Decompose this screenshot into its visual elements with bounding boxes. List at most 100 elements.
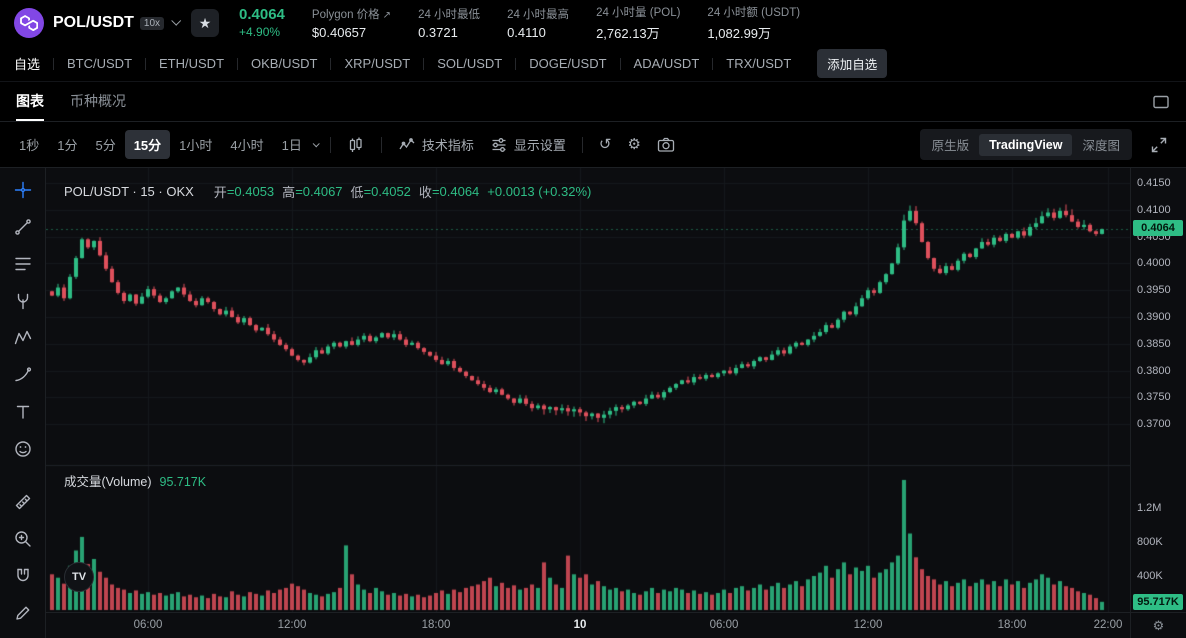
time-axis-label: 12:00 — [853, 619, 883, 631]
price-box: 0.4064 +4.90% — [239, 6, 285, 39]
replay-icon: ↺ — [598, 136, 612, 153]
fib-retracement-icon[interactable] — [13, 254, 33, 274]
volume-label: 成交量(Volume) — [64, 475, 152, 489]
trend-line-icon[interactable] — [13, 217, 33, 237]
mode-深度图[interactable]: 深度图 — [1082, 139, 1120, 153]
candlestick-canvas[interactable] — [46, 168, 1130, 612]
watchlist-pair-doge[interactable]: DOGE/USDT — [529, 56, 607, 71]
watchlist-divider — [423, 57, 425, 70]
watchlist-pair-okb[interactable]: OKB/USDT — [251, 56, 318, 71]
axis-settings-button[interactable]: ⚙ — [1130, 612, 1186, 638]
stat-value: 1,082.99万 — [707, 26, 772, 41]
watchlist-pair-btc[interactable]: BTC/USDT — [67, 56, 133, 71]
interval-button-4小时[interactable]: 4小时 — [230, 138, 264, 153]
chart-settings-button[interactable]: ⚙ — [619, 132, 648, 157]
stat-label: Polygon 价格 ↗ — [311, 9, 392, 21]
interval-group: 1秒 1分 5分 15分 1小时 4小时 1日 — [10, 130, 311, 159]
legend-open-value: =0.4053 — [226, 184, 275, 199]
watchlist-pair-xrp[interactable]: XRP/USDT — [344, 56, 411, 71]
stat-value: $0.40657 — [311, 25, 367, 40]
chart-plot[interactable]: POL/USDT · 15 · OKX 开 =0.4053 高 =0.4067 低 =… — [46, 168, 1130, 612]
mode-tradingview[interactable]: TradingView — [979, 133, 1073, 156]
watchlist-divider — [53, 57, 55, 70]
interval-button-1分[interactable]: 1分 — [57, 138, 78, 153]
interval-button-1小时[interactable]: 1小时 — [179, 138, 213, 153]
crosshair-icon[interactable] — [13, 180, 33, 200]
fullscreen-button[interactable] — [1142, 131, 1176, 159]
interval-button-1秒[interactable]: 1秒 — [19, 138, 40, 153]
interval-button-5分[interactable]: 5分 — [95, 138, 116, 153]
replay-button[interactable]: ↺ — [591, 132, 620, 157]
price-axis-label: 0.3750 — [1137, 391, 1171, 404]
watchlist-divider — [515, 57, 517, 70]
watchlist-pair-eth[interactable]: ETH/USDT — [159, 56, 225, 71]
watchlist-divider — [330, 57, 332, 70]
edit-pencil-icon[interactable] — [13, 603, 33, 623]
layout-icon[interactable] — [1152, 82, 1170, 121]
magnet-icon[interactable] — [13, 566, 33, 586]
legend-low-label: 低 — [350, 185, 364, 200]
watchlist-pair-ada[interactable]: ADA/USDT — [633, 56, 700, 71]
favorite-star-button[interactable]: ★ — [191, 9, 220, 37]
watchlist-pair-sol[interactable]: SOL/USDT — [437, 56, 503, 71]
volume-axis-label: 1.2M — [1137, 502, 1162, 514]
interval-more-chevron-icon[interactable] — [312, 140, 320, 148]
display-settings-button[interactable]: 显示设置 — [482, 130, 574, 159]
header-stats: Polygon 价格 ↗ $0.40657 24 小时最低 0.3721 24 小时最高 0… — [285, 4, 800, 42]
watchlist-divider — [237, 57, 239, 70]
header-stat: 24 小时最低 0.3721 — [418, 6, 480, 40]
interval-button-15分[interactable]: 15分 — [124, 130, 171, 159]
time-axis[interactable]: 06:00 12:00 18:00 10 06:00 12:00 18:00 22:00 — [46, 612, 1130, 638]
pitchfork-icon[interactable] — [13, 291, 33, 311]
last-volume-badge: 95.717K — [1133, 594, 1183, 610]
tradingview-watermark[interactable]: TV — [64, 562, 94, 592]
tab-coin-overview[interactable]: 币种概况 — [70, 92, 126, 109]
volume-axis-label: 800K — [1137, 536, 1163, 548]
volume-value: 95.717K — [159, 475, 207, 489]
price-axis-label: 0.3900 — [1137, 311, 1171, 324]
indicators-button[interactable]: 技术指标 — [390, 130, 482, 159]
text-icon[interactable] — [13, 402, 33, 422]
chevron-down-icon[interactable] — [171, 15, 182, 26]
chart-region: POL/USDT · 15 · OKX 开 =0.4053 高 =0.4067 低 =… — [0, 168, 1186, 638]
ruler-icon[interactable] — [13, 492, 33, 512]
indicators-label: 技术指标 — [421, 138, 474, 153]
price-axis-label: 0.4100 — [1137, 203, 1171, 216]
time-axis-label: 06:00 — [133, 619, 163, 631]
drawing-toolbar — [0, 168, 46, 638]
legend-low-value: =0.4052 — [363, 184, 411, 199]
watchlist-divider — [145, 57, 147, 70]
zoom-in-icon[interactable] — [13, 529, 33, 549]
price-axis[interactable]: 0.4150 0.4100 0.4050 0.4000 0.3950 0.3900 0.38… — [1130, 168, 1186, 612]
price-axis-label: 0.3700 — [1137, 418, 1171, 431]
stat-value: 0.3721 — [418, 25, 458, 40]
candlestick-icon — [349, 137, 362, 152]
xabcd-pattern-icon[interactable] — [13, 328, 33, 348]
price-axis-label: 0.3850 — [1137, 337, 1171, 350]
legend-open-label: 开 — [213, 185, 227, 200]
mode-原生版[interactable]: 原生版 — [931, 139, 970, 153]
add-watchlist-button[interactable]: 添加自选 — [817, 49, 888, 78]
watchlist-tab-favorites[interactable]: 自选 — [14, 57, 41, 72]
volume-axis-label: 400K — [1137, 570, 1163, 582]
brush-icon[interactable] — [13, 365, 33, 385]
tab-chart[interactable]: 图表 — [16, 82, 44, 121]
legend-high-value: =0.4067 — [295, 184, 343, 199]
tradingview-logo-icon: TV — [71, 571, 87, 583]
stat-label: 24 小时最低 — [418, 9, 481, 21]
legend-change: +0.0013 (+0.32%) — [487, 184, 592, 199]
watchlist-pair-trx[interactable]: TRX/USDT — [726, 56, 792, 71]
interval-button-1日[interactable]: 1日 — [281, 138, 302, 153]
snapshot-button[interactable] — [649, 131, 683, 159]
chart-toolbar: 1秒 1分 5分 15分 1小时 4小时 1日 技术指标 显示设置 ↺ ⚙ 原生版 Tradi… — [0, 122, 1186, 168]
leverage-badge: 10x — [139, 16, 165, 30]
stat-value: 2,762.13万 — [596, 26, 660, 41]
external-link-icon[interactable]: ↗ — [382, 10, 392, 21]
price-axis-label: 0.3800 — [1137, 364, 1171, 377]
emoji-icon[interactable] — [13, 439, 33, 459]
candle-style-button[interactable] — [339, 131, 373, 159]
header-stat: 24 小时额 (USDT) 1,082.99万 — [707, 4, 800, 42]
pair-title[interactable]: POL/USDT — [53, 14, 134, 31]
watchlist-divider — [712, 57, 714, 70]
